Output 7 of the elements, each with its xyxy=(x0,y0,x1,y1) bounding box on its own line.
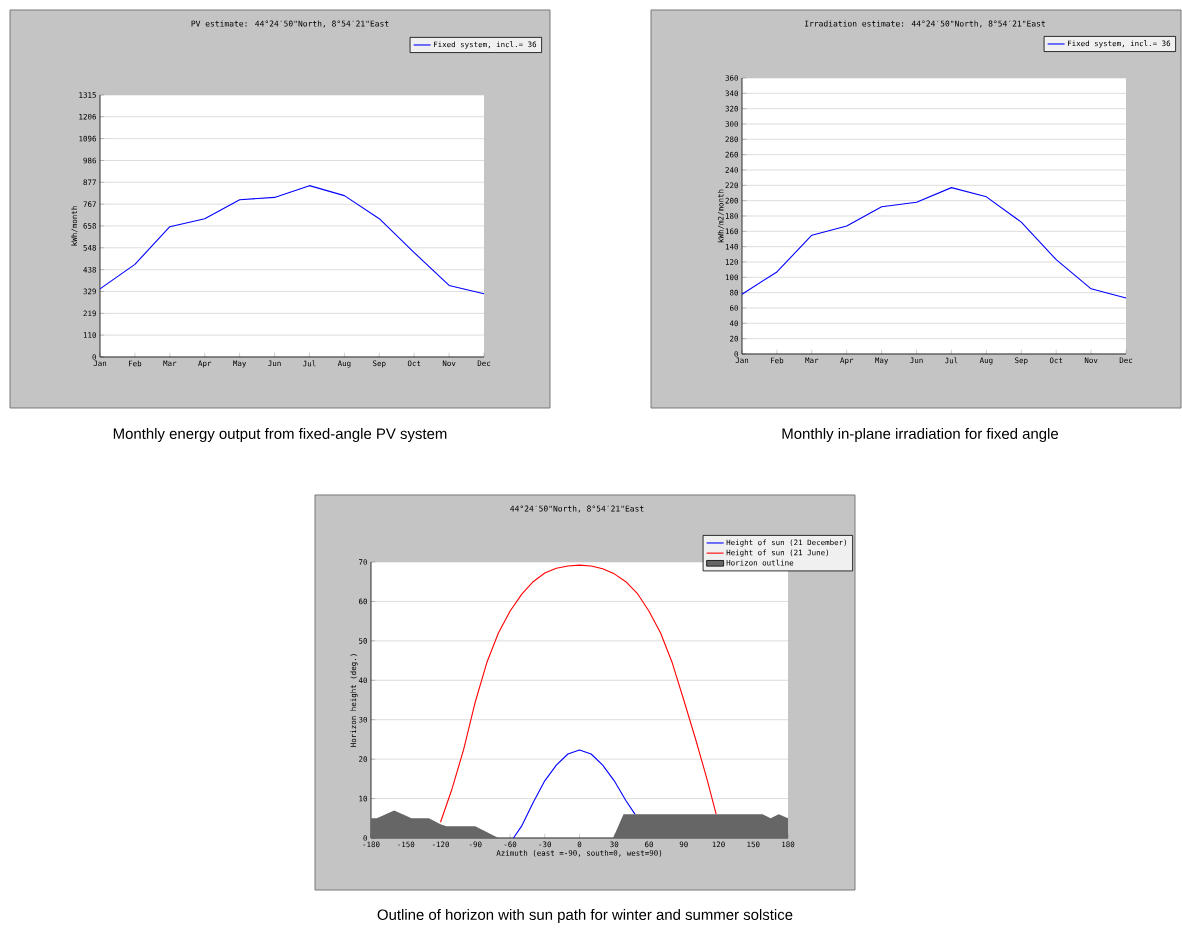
line-series xyxy=(512,749,636,839)
line-series xyxy=(439,564,717,823)
line-series xyxy=(741,187,1127,299)
line-series xyxy=(99,185,485,295)
text: Outline of horizon with sun path for winter and summer solstice xyxy=(377,909,793,923)
text: Monthly in-plane irradiation for fixed angle xyxy=(782,428,1059,442)
text: Monthly energy output from fixed-angle PV system xyxy=(113,428,447,442)
